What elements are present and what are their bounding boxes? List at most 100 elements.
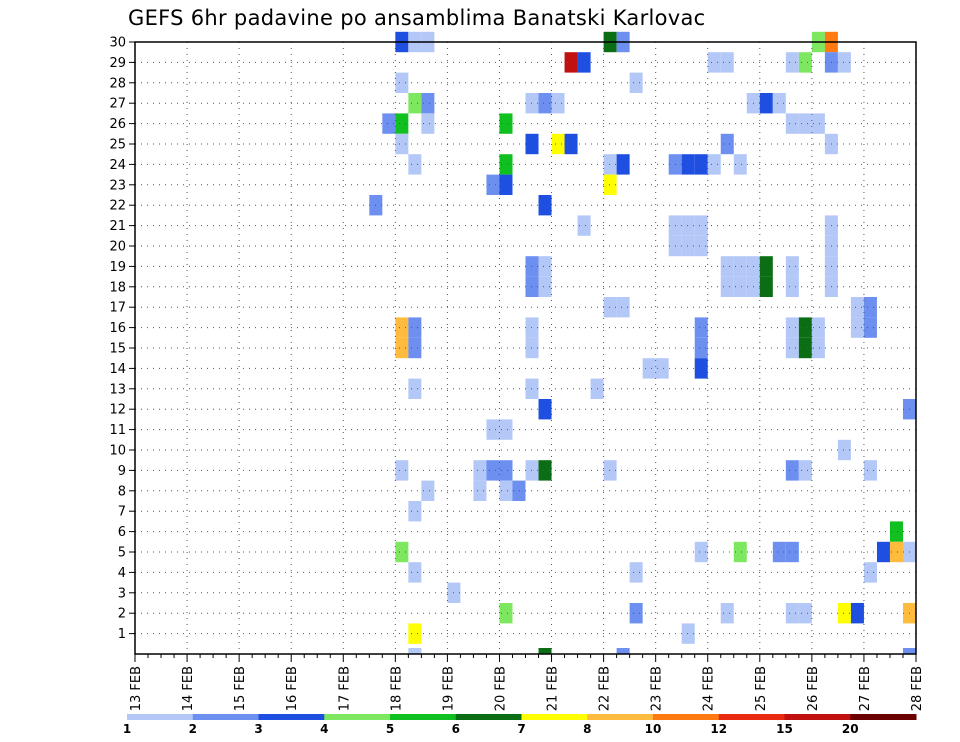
y-tick-label: 14 bbox=[109, 362, 126, 377]
x-tick-label: 17 FEB bbox=[337, 666, 352, 711]
y-tick-label: 5 bbox=[118, 546, 126, 561]
cell-member-19-64 bbox=[733, 256, 747, 277]
y-tick-label: 11 bbox=[109, 423, 126, 438]
cell-member-15-96 bbox=[811, 337, 825, 359]
legend-label: 7 bbox=[517, 722, 525, 736]
cell-member-9-116 bbox=[798, 460, 812, 481]
legend-label: 20 bbox=[842, 722, 859, 736]
legend-label: 5 bbox=[386, 722, 394, 736]
x-tick-label: 25 FEB bbox=[754, 666, 769, 711]
cell-member-29-9 bbox=[707, 52, 721, 73]
y-tick-label: 2 bbox=[118, 607, 126, 622]
cell-member-18-72 bbox=[733, 276, 747, 297]
cell-member-14-99 bbox=[694, 358, 708, 379]
y-tick-label: 13 bbox=[109, 382, 126, 397]
cell-member-8-121 bbox=[512, 480, 526, 501]
y-tick-label: 21 bbox=[109, 219, 126, 234]
y-tick-label: 19 bbox=[109, 260, 126, 275]
cell-member-23-47 bbox=[486, 174, 500, 195]
chart-title: GEFS 6hr padavine po ansamblima Banatski… bbox=[128, 6, 706, 30]
cell-member-27-19 bbox=[525, 93, 539, 114]
x-tick-label: 20 FEB bbox=[493, 666, 508, 711]
cell-member-15-95 bbox=[798, 337, 812, 359]
cell-member-26-30 bbox=[798, 113, 812, 134]
cell-member-13-101 bbox=[525, 378, 539, 399]
cell-member-29-11 bbox=[785, 52, 799, 73]
cell-member-0-146 bbox=[408, 648, 422, 654]
cell-member-17-78 bbox=[616, 297, 630, 318]
cell-member-26-25 bbox=[382, 113, 396, 134]
x-tick-label: 18 FEB bbox=[389, 666, 404, 711]
cell-member-24-40 bbox=[603, 154, 617, 175]
cell-member-29-7 bbox=[564, 52, 578, 73]
cell-member-28-15 bbox=[395, 72, 409, 93]
cell-member-2-139 bbox=[785, 603, 799, 624]
y-tick-label: 16 bbox=[109, 321, 126, 336]
cell-member-18-75 bbox=[785, 276, 799, 297]
cell-member-4-132 bbox=[408, 562, 422, 583]
cell-member-16-86 bbox=[798, 317, 812, 338]
cell-member-18-70 bbox=[538, 276, 552, 297]
cell-member-0-148 bbox=[616, 648, 630, 654]
cell-member-17-77 bbox=[603, 297, 617, 318]
x-axis: 13 FEB 14 FEB 15 FEB 16 FEB 17 FEB 18 FEB 19 F… bbox=[129, 654, 925, 711]
cell-member-26-31 bbox=[811, 113, 825, 134]
cell-member-2-141 bbox=[837, 603, 851, 624]
cell-member-4-133 bbox=[629, 562, 643, 583]
cell-member-11-106 bbox=[499, 419, 513, 440]
cell-member-15-93 bbox=[694, 337, 708, 359]
cell-member-1-145 bbox=[681, 623, 695, 644]
y-tick-label: 12 bbox=[109, 403, 126, 418]
cell-member-20-58 bbox=[681, 235, 695, 257]
cell-member-15-91 bbox=[408, 337, 422, 359]
y-tick-label: 27 bbox=[109, 97, 126, 112]
cell-member-25-36 bbox=[720, 133, 734, 155]
cell-member-5-124 bbox=[395, 541, 409, 563]
x-tick-label: 21 FEB bbox=[546, 666, 561, 711]
cell-member-12-103 bbox=[538, 399, 552, 420]
x-tick-label: 27 FEB bbox=[858, 666, 873, 711]
legend-swatch bbox=[390, 714, 457, 720]
y-tick-label: 1 bbox=[118, 627, 126, 642]
cell-member-27-21 bbox=[551, 93, 565, 114]
cell-member-17-80 bbox=[863, 297, 877, 318]
cell-member-29-14 bbox=[837, 52, 851, 73]
cell-member-16-82 bbox=[408, 317, 422, 338]
legend-label: 4 bbox=[320, 722, 328, 736]
cell-member-21-52 bbox=[577, 215, 591, 236]
cell-member-18-69 bbox=[525, 276, 539, 297]
cell-member-9-112 bbox=[525, 460, 539, 481]
cell-member-4-134 bbox=[863, 562, 877, 583]
cell-member-21-55 bbox=[694, 215, 708, 236]
legend-swatch bbox=[192, 714, 259, 720]
y-tick-label: 15 bbox=[109, 342, 126, 357]
cell-member-26-28 bbox=[499, 113, 513, 134]
cell-member-29-8 bbox=[577, 52, 591, 73]
cell-member-6-123 bbox=[889, 521, 903, 542]
legend-label: 1 bbox=[123, 722, 131, 736]
cell-member-27-17 bbox=[408, 93, 422, 114]
legend-swatch bbox=[653, 714, 720, 720]
legend-swatch bbox=[850, 714, 917, 720]
cell-member-26-29 bbox=[785, 113, 799, 134]
cell-member-9-113 bbox=[538, 460, 552, 481]
cell-member-24-43 bbox=[681, 154, 695, 175]
cell-member-2-137 bbox=[629, 603, 643, 624]
cell-member-16-88 bbox=[850, 317, 864, 338]
legend-swatch bbox=[324, 714, 391, 720]
cell-member-27-20 bbox=[538, 93, 552, 114]
cell-member-16-89 bbox=[863, 317, 877, 338]
x-tick-label: 15 FEB bbox=[233, 666, 248, 711]
cell-member-0-147 bbox=[538, 648, 552, 654]
legend-label: 3 bbox=[254, 722, 262, 736]
cell-member-19-62 bbox=[538, 256, 552, 277]
legend-swatch bbox=[258, 714, 325, 720]
cell-member-27-18 bbox=[421, 93, 435, 114]
cell-member-9-114 bbox=[603, 460, 617, 481]
legend-label: 2 bbox=[189, 722, 197, 736]
cell-member-18-71 bbox=[720, 276, 734, 297]
cell-member-8-120 bbox=[499, 480, 513, 501]
x-tick-label: 26 FEB bbox=[806, 666, 821, 711]
cell-member-1-144 bbox=[408, 623, 422, 644]
cell-member-8-118 bbox=[421, 480, 435, 501]
